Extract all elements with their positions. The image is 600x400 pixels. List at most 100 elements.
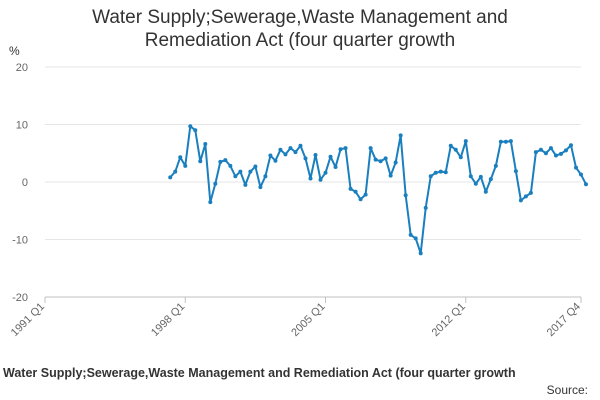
- data-point: [228, 163, 233, 168]
- data-point: [453, 147, 458, 152]
- data-point: [253, 164, 258, 169]
- data-point: [488, 177, 493, 182]
- x-tick-label: 1998 Q1: [149, 301, 187, 339]
- data-point: [463, 139, 468, 144]
- data-point: [468, 174, 473, 179]
- x-tick-label: 2012 Q1: [430, 301, 468, 339]
- data-point: [458, 155, 463, 160]
- data-point: [278, 147, 283, 152]
- chart-title-line-2: Remediation Act (four quarter growth: [144, 30, 456, 51]
- y-tick-label: 20: [16, 62, 28, 74]
- data-point: [273, 158, 278, 163]
- y-tick-label: -10: [12, 235, 28, 247]
- data-point: [498, 139, 503, 144]
- data-point: [508, 139, 513, 144]
- x-tick-label: 2017 Q4: [545, 301, 583, 339]
- data-point: [538, 147, 543, 152]
- data-point: [418, 251, 423, 256]
- chart-title: Water Supply;Sewerage,Waste Management a…: [0, 6, 600, 52]
- data-point: [493, 163, 498, 168]
- data-point: [528, 190, 533, 195]
- data-point: [383, 156, 388, 161]
- data-point: [168, 175, 173, 180]
- data-point: [568, 143, 573, 148]
- data-point: [283, 152, 288, 157]
- data-point: [258, 185, 263, 190]
- data-point: [263, 174, 268, 179]
- data-point: [178, 155, 183, 160]
- data-point: [218, 159, 223, 164]
- data-point: [298, 143, 303, 148]
- data-point: [398, 133, 403, 138]
- data-point: [423, 205, 428, 210]
- data-point: [303, 156, 308, 161]
- data-point: [413, 236, 418, 241]
- data-point: [443, 170, 448, 175]
- data-point: [248, 169, 253, 174]
- data-point: [318, 177, 323, 182]
- y-tick-label: 0: [22, 177, 28, 189]
- data-point: [233, 174, 238, 179]
- data-point: [208, 200, 213, 205]
- data-point: [388, 173, 393, 178]
- data-point: [558, 151, 563, 156]
- data-point: [198, 159, 203, 164]
- data-point: [203, 142, 208, 147]
- x-axis: 1991 Q1 1998 Q1 2005 Q1 2012 Q1 2017 Q4: [9, 296, 583, 339]
- x-tick-label: 2005 Q1: [289, 301, 327, 339]
- data-point: [308, 176, 313, 181]
- grid-lines: [45, 66, 581, 298]
- data-point: [518, 198, 523, 203]
- data-point: [513, 169, 518, 174]
- footer-caption: Water Supply;Sewerage,Waste Management a…: [3, 366, 516, 380]
- data-point: [523, 194, 528, 199]
- data-point: [584, 182, 589, 187]
- data-point: [428, 174, 433, 179]
- data-point: [323, 170, 328, 175]
- data-point: [173, 169, 178, 174]
- data-point: [183, 163, 188, 168]
- data-point: [368, 146, 373, 151]
- data-point: [548, 146, 553, 151]
- data-point: [543, 151, 548, 156]
- y-axis-ticks: 20 10 0 -10 -20: [12, 62, 28, 304]
- data-point: [223, 158, 228, 163]
- data-point: [533, 150, 538, 155]
- data-point: [268, 153, 273, 158]
- data-point: [343, 146, 348, 151]
- data-point: [238, 169, 243, 174]
- data-point: [373, 157, 378, 162]
- data-point: [293, 150, 298, 155]
- series-line: [169, 125, 587, 255]
- data-point: [348, 186, 353, 191]
- y-tick-label: -20: [12, 292, 28, 304]
- y-tick-label: 10: [16, 120, 28, 132]
- series-group: [168, 124, 589, 256]
- data-point: [573, 165, 578, 170]
- data-point: [473, 181, 478, 186]
- data-point: [393, 160, 398, 165]
- data-point: [403, 193, 408, 198]
- data-point: [193, 128, 198, 133]
- footer-source: Source:: [546, 383, 588, 397]
- data-point: [483, 189, 488, 194]
- data-point: [333, 165, 338, 170]
- data-point: [438, 169, 443, 174]
- data-point: [433, 170, 438, 175]
- data-point: [358, 197, 363, 202]
- data-point: [378, 159, 383, 164]
- data-point: [553, 153, 558, 158]
- data-point: [448, 143, 453, 148]
- data-point: [579, 172, 583, 177]
- data-point: [563, 148, 568, 153]
- data-point: [243, 182, 248, 187]
- chart-title-line-1: Water Supply;Sewerage,Waste Management a…: [92, 7, 508, 28]
- data-point: [478, 174, 483, 179]
- data-point: [338, 147, 343, 152]
- y-axis-label: %: [9, 44, 20, 58]
- x-tick-label: 1991 Q1: [9, 301, 47, 339]
- data-point: [188, 124, 193, 129]
- data-point: [328, 154, 333, 159]
- data-point: [288, 146, 293, 151]
